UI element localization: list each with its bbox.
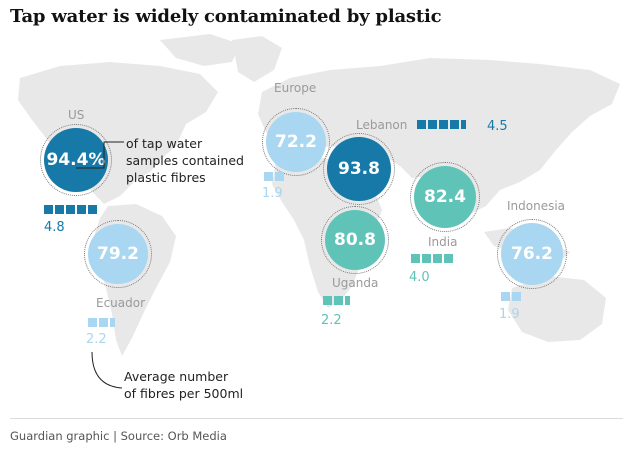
percent-circle-india: 82.4 — [410, 162, 480, 232]
annotation-top: of tap water samples contained plastic f… — [126, 135, 244, 186]
fibre-value-lebanon: 4.5 — [487, 119, 508, 134]
fibre-value-ecuador: 2.2 — [86, 332, 107, 347]
leader-line-bottom — [91, 352, 123, 389]
annotation-top-line-3: plastic fibres — [126, 170, 206, 185]
annotation-top-line-2: samples contained — [126, 153, 244, 168]
percent-circle-europe: 72.2 — [262, 108, 330, 176]
leader-line-top — [76, 141, 124, 169]
location-label-europe: Europe — [274, 81, 317, 95]
annotation-bottom: Average number of fibres per 500ml — [124, 368, 243, 402]
annotation-bottom-line-1: Average number — [124, 369, 229, 384]
footer-divider — [10, 418, 623, 419]
fibre-bars-us — [44, 205, 97, 214]
fibre-value-india: 4.0 — [409, 270, 430, 285]
fibre-bars-indonesia — [501, 292, 521, 301]
annotation-bottom-line-2: of fibres per 500ml — [124, 386, 244, 401]
footer-source: Guardian graphic | Source: Orb Media — [10, 429, 227, 443]
fibre-bars-europe — [264, 172, 284, 181]
fibre-value-indonesia: 1.9 — [499, 307, 520, 322]
location-label-uganda: Uganda — [332, 276, 379, 290]
location-label-indonesia: Indonesia — [507, 199, 566, 213]
percent-circle-ecuador: 79.2 — [84, 220, 152, 288]
fibre-value-uganda: 2.2 — [321, 313, 342, 328]
percent-circle-lebanon: 93.8 — [323, 133, 395, 205]
chart-title: Tap water is widely contaminated by plas… — [10, 6, 442, 27]
percent-circle-uganda: 80.8 — [321, 206, 389, 274]
location-label-lebanon: Lebanon — [356, 118, 408, 132]
location-label-india: India — [428, 235, 458, 249]
fibre-bars-lebanon — [417, 120, 466, 129]
percent-circle-indonesia: 76.2 — [497, 219, 567, 289]
fibre-bars-india — [411, 254, 453, 263]
fibre-bars-ecuador — [88, 318, 115, 327]
percent-circle-us: 94.4% — [40, 124, 112, 196]
fibre-value-europe: 1.9 — [262, 186, 283, 201]
fibre-bars-uganda — [323, 296, 350, 305]
fibre-value-us: 4.8 — [44, 220, 65, 235]
location-label-ecuador: Ecuador — [96, 296, 146, 310]
location-label-us: US — [68, 108, 85, 122]
annotation-top-line-1: of tap water — [126, 136, 203, 151]
